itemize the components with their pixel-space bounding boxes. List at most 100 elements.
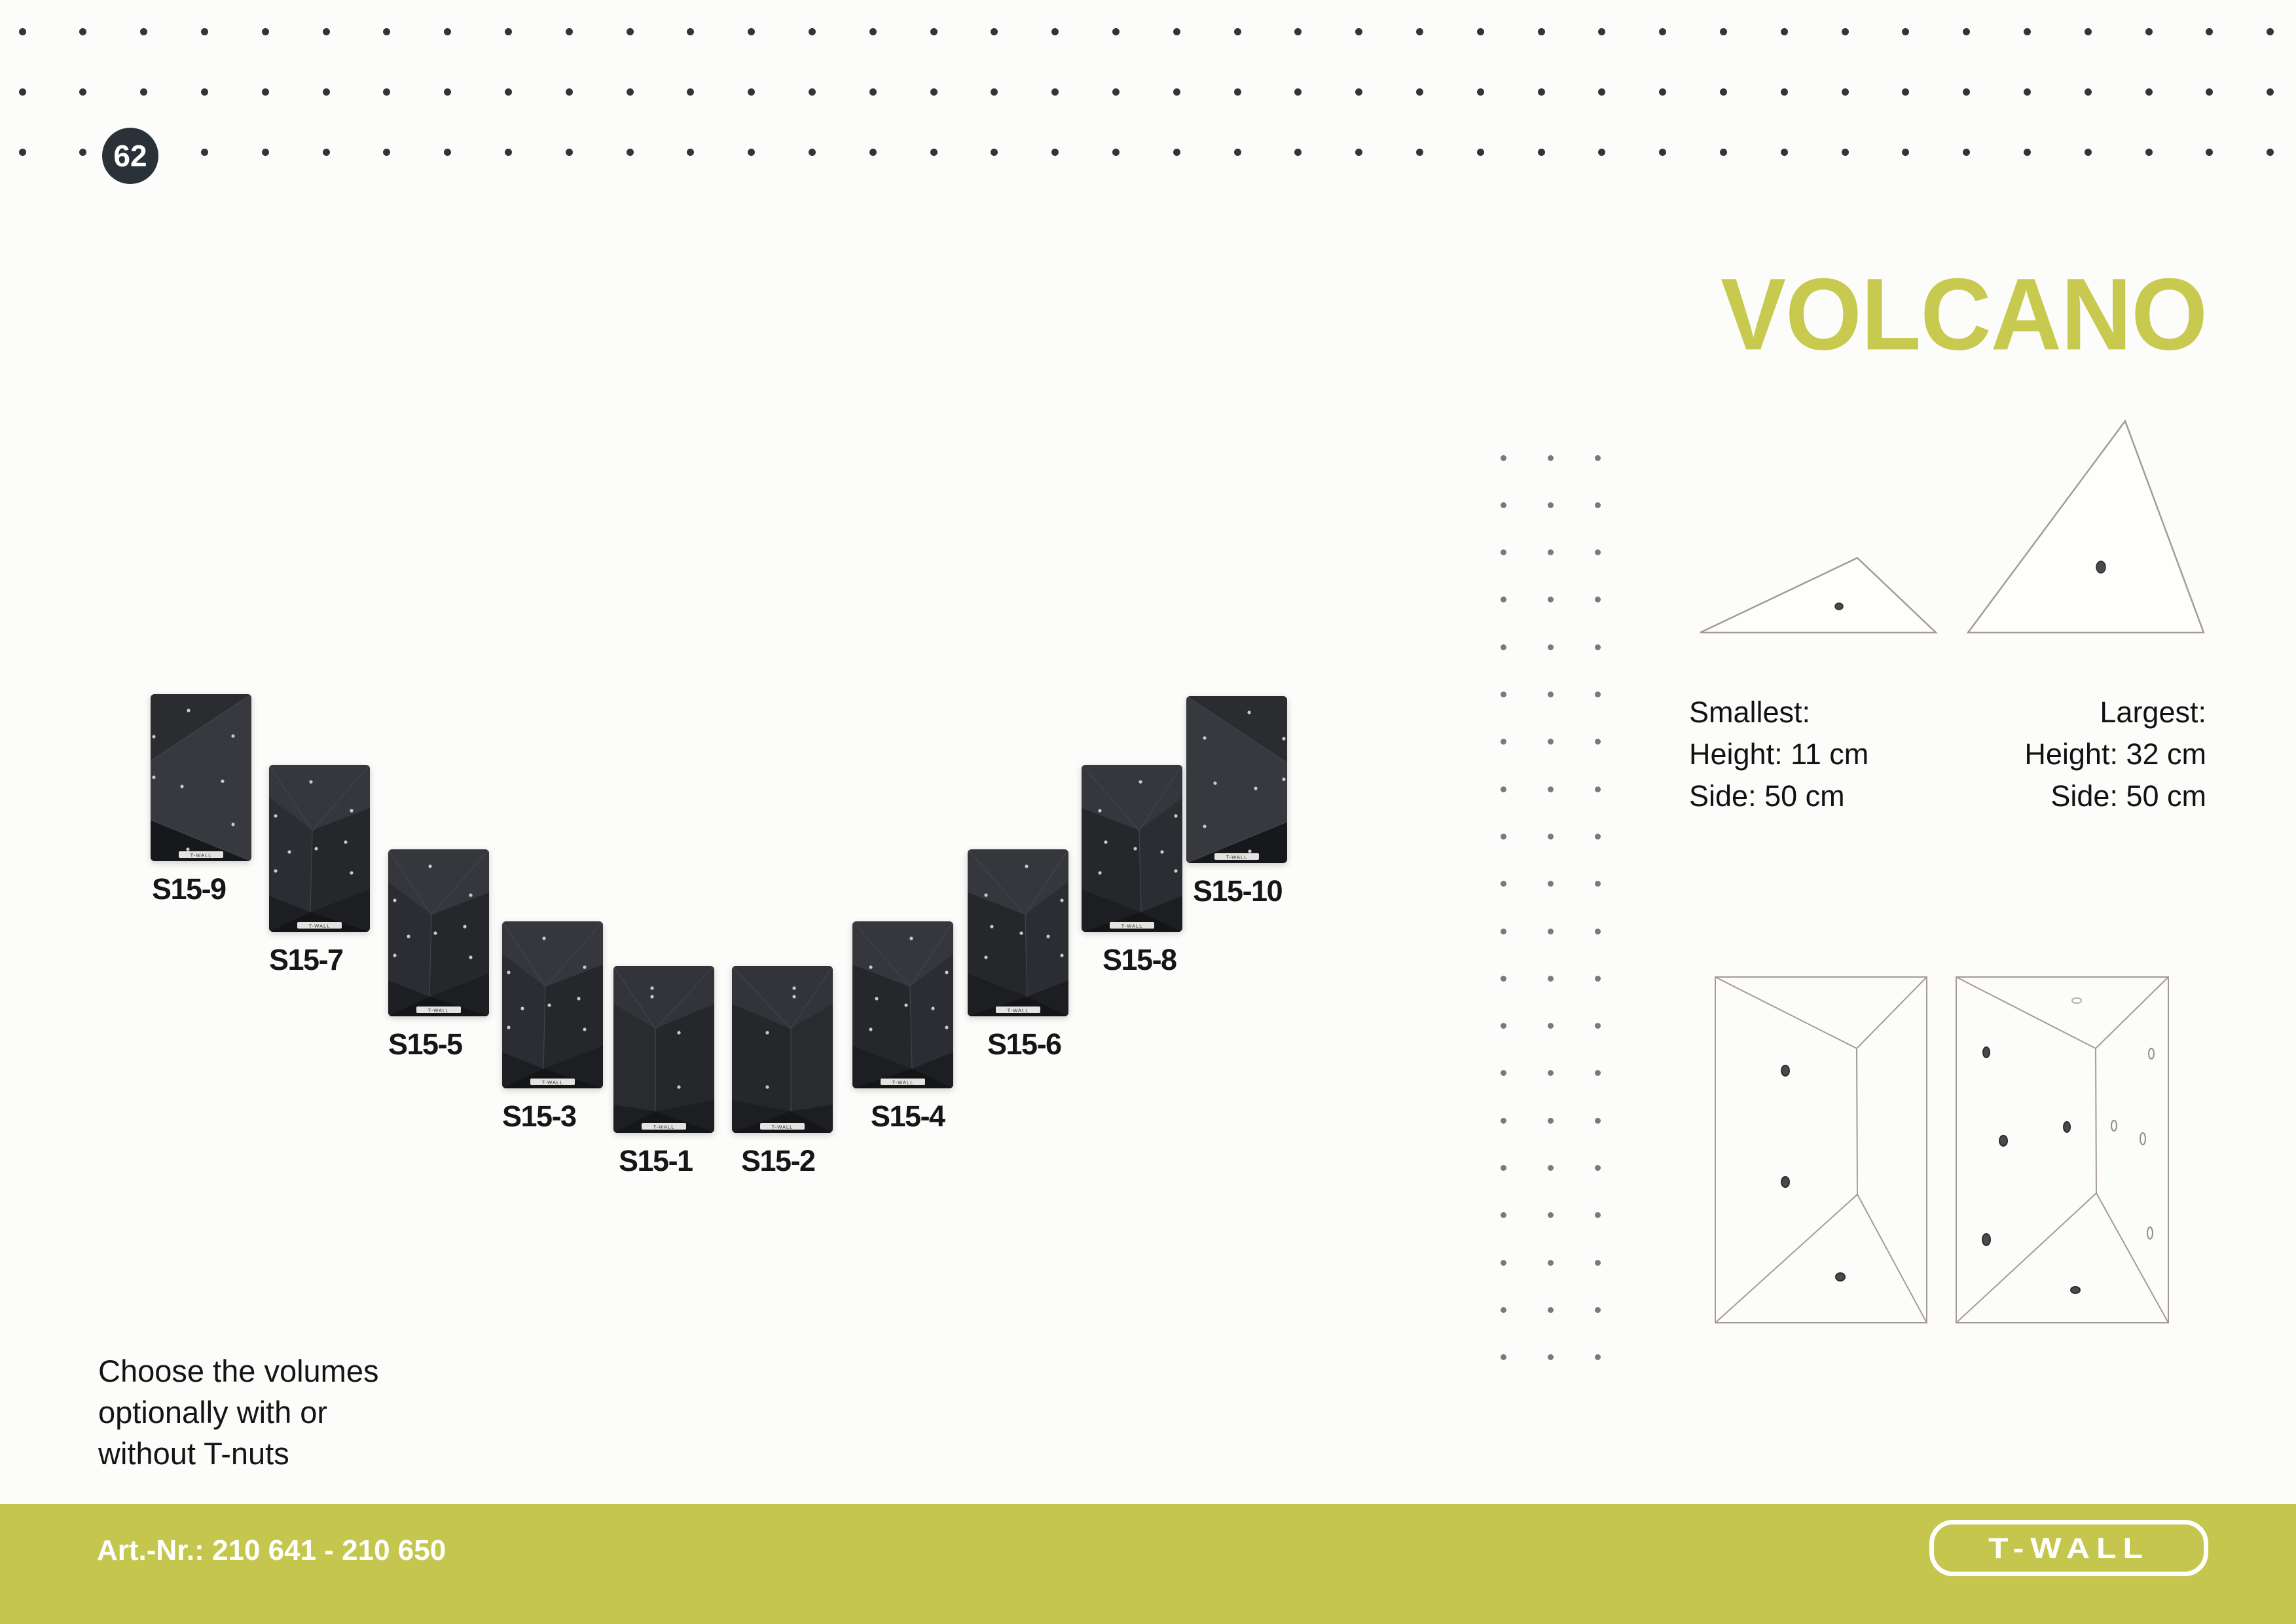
tnut-mark-icon [1781, 1065, 1790, 1077]
grid-dot [687, 88, 695, 96]
grid-dot [1719, 88, 1727, 96]
footer-bar: Art.-Nr.: 210 641 - 210 650 T-WALL [0, 1504, 2296, 1624]
grid-dot [1547, 597, 1554, 603]
grid-dot [2084, 148, 2092, 156]
volume-label: S15-7 [269, 943, 344, 976]
grid-dot [1594, 597, 1601, 603]
grid-dot [1355, 28, 1363, 35]
grid-dot [808, 88, 816, 96]
grid-dot [1051, 28, 1059, 35]
grid-dot [1233, 28, 1241, 35]
grid-dot [1598, 88, 1606, 96]
grid-dot [1500, 549, 1506, 556]
grid-dot [2023, 148, 2031, 156]
volume-figure: T-WALL [269, 765, 370, 935]
volume-photo: T-WALL [502, 921, 603, 1088]
wireframe-left-drawing [1715, 976, 1927, 1323]
volume-micro-label: T-WALL [428, 1008, 450, 1014]
tnut-mark-icon [2070, 1286, 2081, 1294]
grid-dot [1537, 148, 1545, 156]
grid-dot [1594, 739, 1601, 745]
grid-dot [1294, 28, 1302, 35]
grid-dot [504, 148, 512, 156]
article-number-text: Art.-Nr.: 210 641 - 210 650 [97, 1534, 446, 1566]
grid-dot [1719, 148, 1727, 156]
grid-dot [1719, 28, 1727, 35]
grid-dot [1594, 786, 1601, 792]
grid-dot [1500, 975, 1506, 982]
grid-dot [626, 28, 634, 35]
grid-dot [687, 28, 695, 35]
volume-micro-label: T-WALL [542, 1080, 564, 1086]
grid-dot [1500, 1070, 1506, 1077]
grid-dot [200, 88, 208, 96]
grid-dot [1547, 1023, 1554, 1029]
volume-label: S15-4 [871, 1099, 945, 1133]
grid-dot [1500, 692, 1506, 697]
grid-dot [748, 88, 756, 96]
grid-dot [1415, 88, 1423, 96]
volume-figure: T-WALL [968, 849, 1068, 1020]
grid-dot [1547, 644, 1554, 650]
grid-dot [1594, 1023, 1601, 1029]
grid-dot [504, 88, 512, 96]
grid-dot [140, 28, 148, 35]
grid-dot [1594, 1212, 1601, 1219]
volume-photo: T-WALL [388, 849, 489, 1016]
grid-dot [1051, 148, 1059, 156]
grid-dot [1780, 148, 1788, 156]
grid-dot [1547, 1070, 1554, 1077]
volume-figure: T-WALL [613, 966, 714, 1136]
grid-dot [1173, 88, 1180, 96]
grid-dot [1594, 692, 1601, 697]
note-line: without T-nuts [98, 1436, 289, 1471]
grid-dot [79, 28, 87, 35]
grid-dot [1547, 502, 1554, 508]
grid-dot [2206, 148, 2214, 156]
grid-dot [1902, 148, 1910, 156]
grid-dot [1594, 1117, 1601, 1124]
grid-dot [1594, 549, 1601, 556]
volume-figure: T-WALL [388, 849, 489, 1020]
grid-dot [626, 148, 634, 156]
grid-dot [383, 88, 391, 96]
grid-dot [1173, 148, 1180, 156]
grid-dot [2084, 28, 2092, 35]
grid-dot [444, 148, 452, 156]
grid-dot [748, 148, 756, 156]
grid-dot [1659, 28, 1667, 35]
grid-dot [2206, 88, 2214, 96]
grid-dot [1500, 1212, 1506, 1219]
page-number-badge: 62 [102, 128, 158, 184]
volume-micro-label: T-WALL [1121, 923, 1143, 929]
grid-dot [991, 28, 998, 35]
grid-dot [1355, 88, 1363, 96]
grid-dot [1594, 928, 1601, 934]
volume-label: S15-3 [502, 1099, 577, 1133]
grid-dot [1780, 28, 1788, 35]
grid-dot [1594, 1354, 1601, 1361]
triangle-small-drawing [1700, 557, 1939, 634]
volume-micro-label: T-WALL [1008, 1008, 1029, 1014]
grid-dot [1500, 786, 1506, 792]
wireframe-right-drawing [1956, 976, 2169, 1323]
grid-dot [991, 88, 998, 96]
grid-dot [1594, 1306, 1601, 1313]
grid-dot [748, 28, 756, 35]
volume-micro-label: T-WALL [892, 1080, 914, 1086]
grid-dot [1500, 597, 1506, 603]
grid-dot [565, 148, 573, 156]
tnut-mark-icon [2148, 1048, 2155, 1060]
grid-dot [504, 28, 512, 35]
grid-dot [200, 148, 208, 156]
grid-dot [261, 148, 269, 156]
tnut-mark-icon [2071, 997, 2082, 1004]
grid-dot [1547, 549, 1554, 556]
grid-dot [1500, 1259, 1506, 1266]
grid-dot [1500, 454, 1506, 461]
grid-dot [1963, 148, 1971, 156]
grid-dot [1547, 1306, 1554, 1313]
grid-dot [1476, 88, 1484, 96]
grid-dot [322, 88, 330, 96]
grid-dot [1594, 1259, 1601, 1266]
